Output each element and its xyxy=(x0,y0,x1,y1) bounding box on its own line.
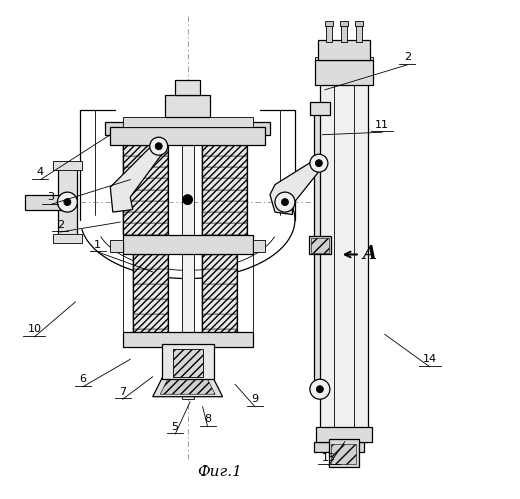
Bar xyxy=(123,145,167,235)
Polygon shape xyxy=(153,377,223,397)
Bar xyxy=(181,110,193,399)
Bar xyxy=(58,162,77,240)
Text: 1: 1 xyxy=(94,240,101,250)
Circle shape xyxy=(281,199,289,206)
Text: A: A xyxy=(363,246,377,263)
Circle shape xyxy=(57,192,77,212)
Polygon shape xyxy=(270,160,322,215)
Text: 15: 15 xyxy=(322,453,336,463)
Circle shape xyxy=(155,143,162,150)
Bar xyxy=(123,145,167,156)
Bar xyxy=(355,21,363,26)
Text: 8: 8 xyxy=(204,414,211,424)
Bar xyxy=(173,349,203,377)
Bar xyxy=(309,236,331,254)
Bar xyxy=(341,23,347,42)
Bar xyxy=(331,444,356,464)
Bar xyxy=(133,269,167,284)
Bar xyxy=(123,212,167,224)
Text: 2: 2 xyxy=(404,52,411,62)
Bar xyxy=(53,161,82,170)
Bar xyxy=(123,235,253,254)
Bar xyxy=(311,238,329,253)
Text: 10: 10 xyxy=(28,324,42,334)
Bar xyxy=(202,254,237,269)
Bar xyxy=(202,212,246,224)
Circle shape xyxy=(316,386,323,393)
Bar xyxy=(133,314,167,329)
Bar xyxy=(320,70,368,442)
Bar xyxy=(165,95,210,117)
Text: 11: 11 xyxy=(375,120,389,130)
Bar xyxy=(310,102,330,115)
Bar xyxy=(53,234,82,243)
Bar xyxy=(202,201,246,212)
Text: 6: 6 xyxy=(80,374,86,384)
Bar xyxy=(123,117,253,127)
Bar xyxy=(123,156,167,167)
Text: 9: 9 xyxy=(252,394,258,404)
Bar xyxy=(356,23,362,42)
Bar xyxy=(106,122,270,135)
Bar xyxy=(202,299,237,314)
Polygon shape xyxy=(160,379,215,394)
Bar xyxy=(202,156,246,167)
Circle shape xyxy=(316,160,322,167)
Bar xyxy=(315,60,372,85)
Bar xyxy=(123,332,253,347)
Bar xyxy=(202,145,246,156)
Bar xyxy=(133,254,167,344)
Bar xyxy=(123,179,167,190)
Bar xyxy=(325,21,333,26)
Bar xyxy=(202,167,246,179)
Bar xyxy=(202,190,246,201)
Text: 5: 5 xyxy=(172,422,179,432)
Text: 14: 14 xyxy=(423,354,437,364)
Polygon shape xyxy=(110,142,165,212)
Bar xyxy=(202,284,237,299)
Bar xyxy=(315,57,372,61)
Bar xyxy=(202,269,237,284)
Bar xyxy=(133,329,167,344)
Bar xyxy=(253,240,265,252)
Circle shape xyxy=(310,154,328,172)
Bar xyxy=(133,299,167,314)
Text: 3: 3 xyxy=(47,192,54,202)
Bar xyxy=(340,21,348,26)
Bar xyxy=(123,201,167,212)
Text: 7: 7 xyxy=(119,387,126,397)
Bar xyxy=(202,254,237,344)
Bar xyxy=(202,314,237,329)
Bar xyxy=(162,344,214,379)
Circle shape xyxy=(150,137,167,155)
Bar xyxy=(329,439,359,467)
Bar xyxy=(123,224,167,235)
Bar xyxy=(318,40,370,60)
Bar xyxy=(123,250,253,344)
Bar xyxy=(123,167,167,179)
Bar xyxy=(202,329,237,344)
Circle shape xyxy=(183,195,192,205)
Bar xyxy=(175,80,200,95)
Bar xyxy=(133,254,167,269)
Bar xyxy=(202,224,246,235)
Bar xyxy=(314,105,327,397)
Bar xyxy=(202,145,246,235)
Text: 4: 4 xyxy=(37,167,44,177)
Bar xyxy=(334,85,354,427)
Bar xyxy=(133,284,167,299)
Bar xyxy=(110,240,123,252)
Text: Фиг.1: Фиг.1 xyxy=(198,465,242,479)
Circle shape xyxy=(275,192,295,212)
Bar xyxy=(316,427,371,442)
Text: 2: 2 xyxy=(57,220,64,230)
Bar xyxy=(202,179,246,190)
Bar xyxy=(110,127,265,145)
Bar xyxy=(123,190,167,201)
Bar xyxy=(314,442,363,452)
Circle shape xyxy=(310,379,330,399)
Circle shape xyxy=(64,199,71,206)
Bar xyxy=(326,23,332,42)
Bar xyxy=(25,195,68,210)
